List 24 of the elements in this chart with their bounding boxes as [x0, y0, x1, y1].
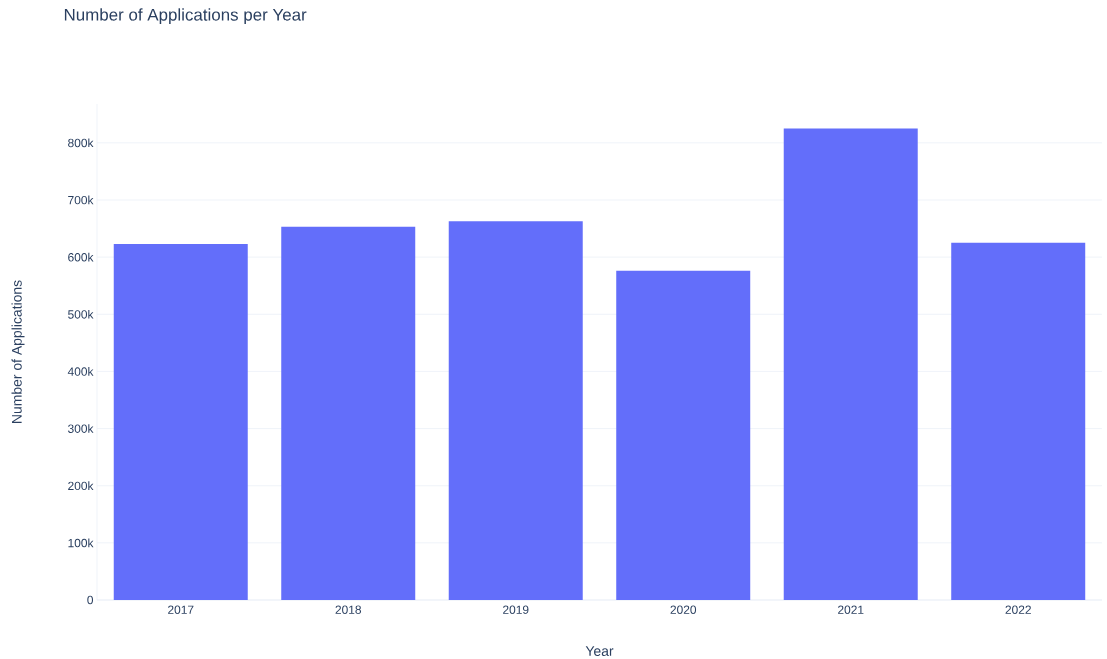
y-tick-label: 800k: [68, 138, 94, 148]
bar: [616, 270, 751, 600]
x-tick-label: 2020: [670, 605, 697, 614]
chart-title: Number of Applications per Year: [64, 8, 307, 25]
y-tick-label: 300k: [68, 424, 94, 433]
x-tick-label: 2022: [1005, 605, 1031, 614]
bar: [448, 221, 583, 600]
bar: [951, 242, 1086, 600]
bar: [113, 243, 248, 600]
y-axis-title: Number of Applications: [11, 280, 25, 423]
x-tick-label: 2017: [168, 605, 194, 614]
x-tick-label: 2018: [335, 605, 362, 614]
y-tick-label: 200k: [68, 481, 94, 491]
y-tick-label: 100k: [68, 538, 94, 548]
y-tick-label: 400k: [67, 367, 94, 376]
y-tick-label: 700k: [68, 195, 94, 205]
y-tick-label: 600k: [68, 252, 94, 262]
x-tick-label: 2019: [503, 605, 529, 614]
x-tick-label: 2021: [838, 605, 864, 614]
y-tick-label: 500k: [68, 309, 94, 319]
bar: [281, 226, 416, 600]
x-axis-title: Year: [585, 646, 614, 656]
bar: [783, 128, 918, 600]
y-tick-label: 0: [87, 595, 94, 605]
